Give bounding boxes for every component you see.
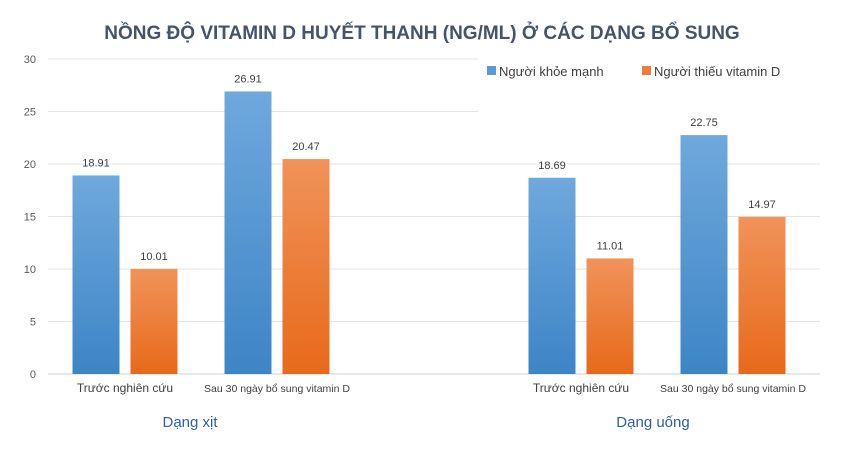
x-tick-label: Trước nghiên cứu (77, 381, 173, 395)
legend: Người khỏe mạnh Người thiếu vitamin D (487, 64, 780, 79)
chart-title: NỒNG ĐỘ VITAMIN D HUYẾT THANH (NG/ML) Ở … (104, 22, 739, 44)
y-tick-label: 30 (24, 54, 36, 66)
data-label: 22.75 (690, 117, 718, 129)
legend-label-healthy: Người khỏe mạnh (499, 64, 604, 79)
bar (130, 268, 178, 374)
bar (224, 91, 272, 374)
y-tick-label: 10 (24, 264, 36, 276)
legend-swatch-healthy (487, 66, 496, 75)
bar (680, 135, 728, 374)
x-tick-label: Sau 30 ngày bổ sung vitamin D (660, 383, 806, 395)
bar (282, 159, 330, 374)
bar (586, 258, 634, 374)
bar (738, 216, 786, 374)
x-tick-label: Sau 30 ngày bổ sung vitamin D (204, 383, 350, 395)
x-tick-label: Trước nghiên cứu (533, 381, 629, 395)
y-tick-label: 5 (30, 317, 36, 329)
y-tick-label: 20 (24, 159, 36, 171)
data-label: 10.01 (140, 251, 168, 263)
data-label: 18.91 (82, 157, 110, 169)
data-label: 11.01 (597, 240, 624, 252)
data-label: 20.47 (292, 141, 320, 153)
data-label: 14.97 (748, 199, 776, 211)
y-tick-label: 0 (30, 369, 36, 381)
data-label: 18.69 (538, 160, 566, 172)
bar (72, 175, 120, 374)
y-tick-label: 15 (24, 212, 36, 224)
data-label: 26.91 (234, 73, 262, 85)
legend-label-deficient: Người thiếu vitamin D (654, 64, 780, 79)
y-tick-label: 25 (24, 107, 36, 119)
bar (528, 177, 576, 374)
group-label: Dạng xịt (162, 414, 218, 431)
legend-swatch-deficient (642, 66, 651, 75)
group-label: Dạng uống (616, 414, 689, 431)
